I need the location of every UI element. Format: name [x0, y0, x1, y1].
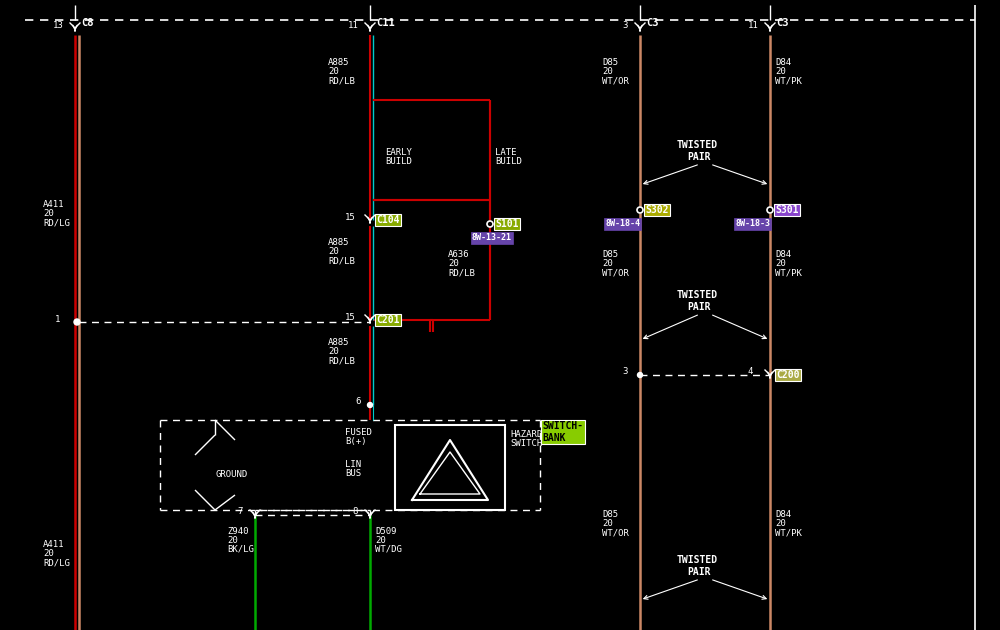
Circle shape — [637, 207, 643, 213]
Text: BUILD: BUILD — [385, 157, 412, 166]
Text: D84: D84 — [775, 510, 791, 519]
Text: 20: 20 — [328, 347, 339, 356]
Circle shape — [74, 319, 80, 325]
Text: BUS: BUS — [345, 469, 361, 478]
Circle shape — [368, 403, 372, 408]
Text: 15: 15 — [345, 212, 356, 222]
Text: 20: 20 — [602, 67, 613, 76]
Text: SWITCH-
BANK: SWITCH- BANK — [542, 421, 583, 443]
Bar — [395, 425, 505, 510]
Text: A411: A411 — [43, 540, 64, 549]
Text: 20: 20 — [602, 519, 613, 528]
Text: 20: 20 — [328, 247, 339, 256]
Text: BK/LG: BK/LG — [227, 545, 254, 554]
Text: 8: 8 — [352, 507, 357, 515]
Text: C201: C201 — [376, 315, 400, 325]
Text: WT/PK: WT/PK — [775, 528, 802, 537]
Text: 8W-18-3: 8W-18-3 — [735, 219, 770, 229]
Text: 15: 15 — [345, 312, 356, 321]
Circle shape — [767, 207, 773, 213]
Text: 6: 6 — [355, 398, 360, 406]
Text: RD/LB: RD/LB — [328, 76, 355, 85]
Text: A885: A885 — [328, 338, 350, 347]
Text: TWISTED: TWISTED — [677, 290, 718, 300]
Text: LIN: LIN — [345, 460, 361, 469]
Text: A885: A885 — [328, 58, 350, 67]
Text: WT/OR: WT/OR — [602, 528, 629, 537]
Text: WT/PK: WT/PK — [775, 268, 802, 277]
Text: TWISTED: TWISTED — [677, 140, 718, 150]
Text: TWISTED: TWISTED — [677, 555, 718, 565]
Text: 20: 20 — [43, 209, 54, 218]
Text: 3: 3 — [622, 21, 627, 30]
Text: 3: 3 — [622, 367, 627, 377]
Text: B(+): B(+) — [345, 437, 366, 446]
Text: D85: D85 — [602, 510, 618, 519]
Text: 20: 20 — [43, 549, 54, 558]
Text: 20: 20 — [775, 519, 786, 528]
Text: D85: D85 — [602, 58, 618, 67]
Text: D84: D84 — [775, 250, 791, 259]
Text: Z940: Z940 — [227, 527, 248, 536]
Text: S101: S101 — [495, 219, 518, 229]
Text: A885: A885 — [328, 238, 350, 247]
Text: C8: C8 — [81, 18, 94, 28]
Text: WT/DG: WT/DG — [375, 545, 402, 554]
Text: S301: S301 — [775, 205, 798, 215]
Text: C11: C11 — [376, 18, 395, 28]
Circle shape — [638, 372, 642, 377]
Text: 20: 20 — [775, 67, 786, 76]
Text: 20: 20 — [375, 536, 386, 545]
Text: EARLY: EARLY — [385, 148, 412, 157]
Text: LATE: LATE — [495, 148, 516, 157]
Text: A411: A411 — [43, 200, 64, 209]
Text: 13: 13 — [53, 21, 64, 30]
Text: PAIR: PAIR — [687, 302, 710, 312]
Text: 20: 20 — [602, 259, 613, 268]
Text: C3: C3 — [776, 18, 788, 28]
Text: RD/LG: RD/LG — [43, 218, 70, 227]
Text: PAIR: PAIR — [687, 567, 710, 577]
Text: WT/OR: WT/OR — [602, 76, 629, 85]
Text: D85: D85 — [602, 250, 618, 259]
Text: RD/LB: RD/LB — [328, 256, 355, 265]
Text: C3: C3 — [646, 18, 658, 28]
Text: 7: 7 — [237, 507, 242, 515]
Text: RD/LB: RD/LB — [328, 356, 355, 365]
Text: 20: 20 — [227, 536, 238, 545]
Text: 8W-13-21: 8W-13-21 — [472, 234, 512, 243]
Text: PAIR: PAIR — [687, 152, 710, 162]
Text: C104: C104 — [376, 215, 400, 225]
Text: HAZARD: HAZARD — [510, 430, 542, 439]
Text: D84: D84 — [775, 58, 791, 67]
Text: 20: 20 — [775, 259, 786, 268]
Text: RD/LG: RD/LG — [43, 558, 70, 567]
Text: C200: C200 — [776, 370, 800, 380]
Text: 8W-18-4: 8W-18-4 — [605, 219, 640, 229]
Text: BUILD: BUILD — [495, 157, 522, 166]
Text: SWITCH: SWITCH — [510, 439, 542, 448]
Text: 4: 4 — [748, 367, 753, 377]
Text: 1: 1 — [55, 314, 60, 323]
Text: D509: D509 — [375, 527, 396, 536]
Text: A636: A636 — [448, 250, 470, 259]
Text: FUSED: FUSED — [345, 428, 372, 437]
Text: 11: 11 — [348, 21, 359, 30]
Text: RD/LB: RD/LB — [448, 268, 475, 277]
Circle shape — [487, 221, 493, 227]
Text: WT/OR: WT/OR — [602, 268, 629, 277]
Text: 20: 20 — [328, 67, 339, 76]
Text: S302: S302 — [645, 205, 668, 215]
Text: GROUND: GROUND — [215, 470, 247, 479]
Text: 20: 20 — [448, 259, 459, 268]
Text: 11: 11 — [748, 21, 759, 30]
Text: WT/PK: WT/PK — [775, 76, 802, 85]
